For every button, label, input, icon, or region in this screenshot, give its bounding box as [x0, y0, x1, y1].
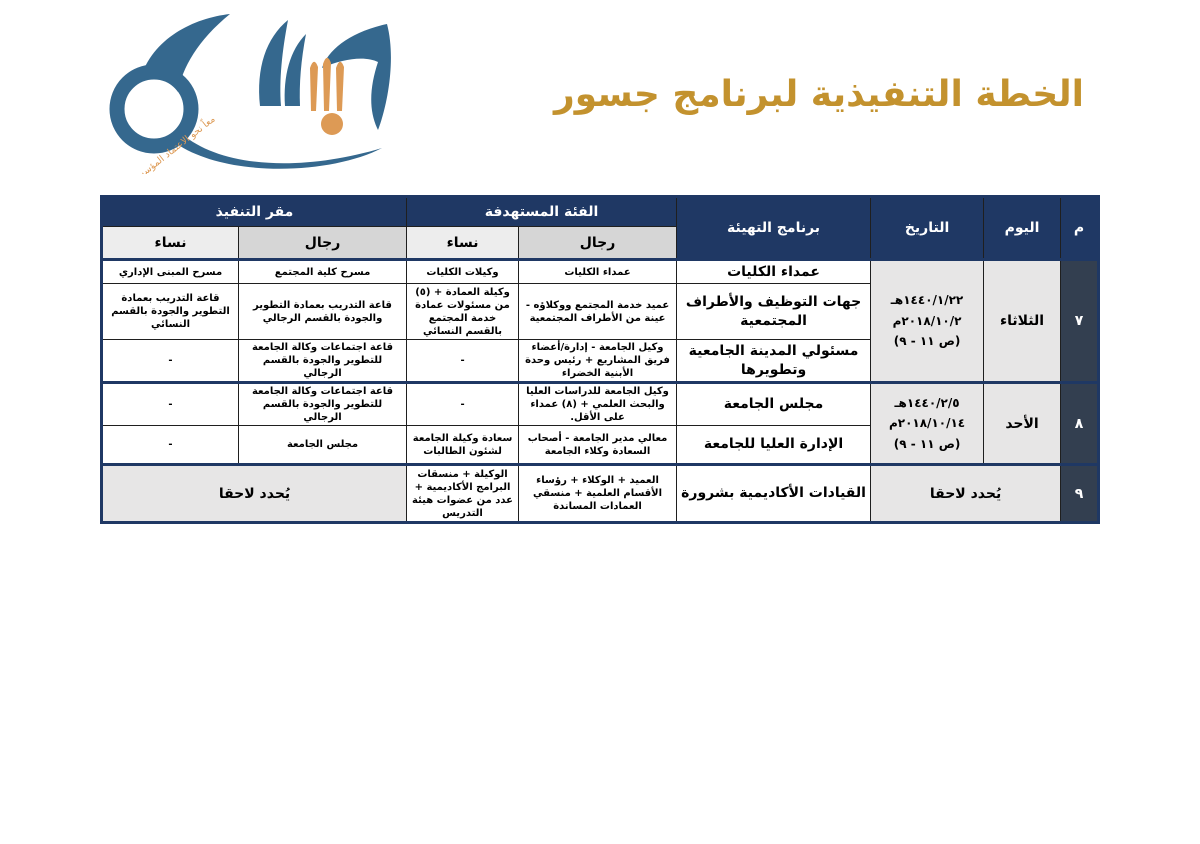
row8-date-hijri: ١٤٤٠/٢/٥هـ — [894, 395, 960, 410]
logo-lam-stroke — [284, 34, 306, 106]
header-num: م — [1060, 196, 1100, 260]
schedule-table: م اليوم التاريخ برنامج التهيئة الفئة الم… — [100, 195, 1101, 524]
venue-men-cell: مسرح كلية المجتمع — [238, 258, 408, 284]
target-men-cell: عمداء الكليات — [518, 258, 678, 284]
table-row: ٨ الأحد ١٤٤٠/٢/٥هـ ٢٠١٨/١٠/١٤م (ص ١١ - ٩… — [100, 381, 1100, 465]
logo-flame-stroke — [140, 14, 230, 92]
row7-date-greg: ٢٠١٨/١٠/٢م — [892, 313, 962, 328]
row7-date: ١٤٤٠/١/٢٢هـ ٢٠١٨/١٠/٢م (ص ١١ - ٩) — [870, 258, 985, 383]
venue-men-cell: مجلس الجامعة — [238, 425, 408, 465]
header-program: برنامج التهيئة — [676, 196, 872, 260]
header-date: التاريخ — [870, 196, 985, 260]
logo-jeem-stroke — [322, 24, 391, 130]
logo-tooth-2 — [323, 57, 331, 111]
venue-men-cell: قاعة التدريب بعمادة التطوير والجودة بالق… — [238, 283, 408, 340]
page-title: الخطة التنفيذية لبرنامج جسور — [553, 74, 1085, 115]
header-target-men: رجال — [518, 226, 678, 260]
program-cell: عمداء الكليات — [676, 258, 872, 284]
header-row-groups: م اليوم التاريخ برنامج التهيئة الفئة الم… — [100, 196, 1100, 260]
row7-num: ٧ — [1060, 258, 1100, 383]
venue-men-cell: قاعة اجتماعات وكالة الجامعة للتطوير والج… — [238, 381, 408, 426]
target-women-cell: وكيلة العمادة + (٥) من مسئولات عمادة خدم… — [406, 283, 520, 340]
row9-schedule-tbd: يُحدد لاحقا — [870, 463, 1062, 523]
target-men-cell: وكيل الجامعة للدراسات العليا والبحث العل… — [518, 381, 678, 426]
venue-women-cell: - — [100, 425, 240, 465]
logo-tooth-3 — [336, 61, 344, 111]
logo-dot — [321, 113, 343, 135]
venue-women-cell: - — [100, 381, 240, 426]
row8-day: الأحد — [983, 381, 1062, 465]
row9-venue-tbd: يُحدد لاحقا — [100, 463, 408, 523]
program-cell: الإدارة العليا للجامعة — [676, 425, 872, 465]
program-cell: القيادات الأكاديمية بشرورة — [676, 463, 872, 523]
venue-women-cell: - — [100, 339, 240, 383]
venue-women-cell: قاعة التدريب بعمادة التطوير والجودة بالق… — [100, 283, 240, 340]
table-row: ٧ الثلاثاء ١٤٤٠/١/٢٢هـ ٢٠١٨/١٠/٢م (ص ١١ … — [100, 258, 1100, 383]
row7-date-hijri: ١٤٤٠/١/٢٢هـ — [890, 293, 964, 308]
venue-women-cell: مسرح المبنى الإداري — [100, 258, 240, 284]
logo-tooth-1 — [310, 61, 318, 111]
table-row: جهات التوظيف والأطراف المجتمعية عميد خدم… — [100, 283, 1099, 340]
header-target-women: نساء — [406, 226, 520, 260]
row8-date: ١٤٤٠/٢/٥هـ ٢٠١٨/١٠/١٤م (ص ١١ - ٩) — [870, 381, 985, 465]
target-women-cell: سعادة وكيلة الجامعة لشئون الطالبات — [406, 425, 520, 465]
table-row: الإدارة العليا للجامعة معالي مدير الجامع… — [100, 425, 1099, 465]
program-cell: جهات التوظيف والأطراف المجتمعية — [676, 283, 872, 340]
header-row-gender: رجال نساء رجال نساء — [100, 226, 1099, 260]
target-men-cell: وكيل الجامعة - إدارة/أعضاء فريق المشاريع… — [518, 339, 678, 383]
program-cell: مجلس الجامعة — [676, 381, 872, 426]
header-venue-women: نساء — [100, 226, 240, 260]
table-row: ٩ يُحدد لاحقا القيادات الأكاديمية بشرورة… — [100, 463, 1100, 523]
row9-num: ٩ — [1060, 463, 1100, 523]
target-women-cell: - — [406, 381, 520, 426]
header-venue-men: رجال — [238, 226, 408, 260]
row7-date-time: (ص ١١ - ٩) — [893, 334, 961, 349]
logo-alef-stroke — [259, 20, 288, 106]
header-target-group: الفئة المستهدفة — [406, 196, 678, 227]
target-men-cell: العميد + الوكلاء + رؤساء الأقسام العلمية… — [518, 463, 678, 523]
target-women-cell: وكيلات الكليات — [406, 258, 520, 284]
row7-day: الثلاثاء — [983, 258, 1062, 383]
target-men-cell: عميد خدمة المجتمع ووكلاؤه - عينة من الأط… — [518, 283, 678, 340]
table-row: مسئولي المدينة الجامعية وتطويرها وكيل ال… — [100, 339, 1099, 383]
row8-date-time: (ص ١١ - ٩) — [893, 436, 961, 451]
row8-num: ٨ — [1060, 381, 1100, 465]
row8-date-greg: ٢٠١٨/١٠/١٤م — [888, 416, 966, 431]
jusoor-logo: معاً نحو الاعتماد المؤسسي — [109, 14, 391, 174]
header-venue-group: مقر التنفيذ — [100, 196, 408, 227]
target-women-cell: - — [406, 339, 520, 383]
target-women-cell: الوكيلة + منسقات البرامج الأكاديمية + عد… — [406, 463, 520, 523]
venue-men-cell: قاعة اجتماعات وكالة الجامعة للتطوير والج… — [238, 339, 408, 383]
logo-tail-stroke — [180, 134, 382, 169]
header-day: اليوم — [983, 196, 1062, 260]
program-cell: مسئولي المدينة الجامعية وتطويرها — [676, 339, 872, 383]
target-men-cell: معالي مدير الجامعة - أصحاب السعادة وكلاء… — [518, 425, 678, 465]
